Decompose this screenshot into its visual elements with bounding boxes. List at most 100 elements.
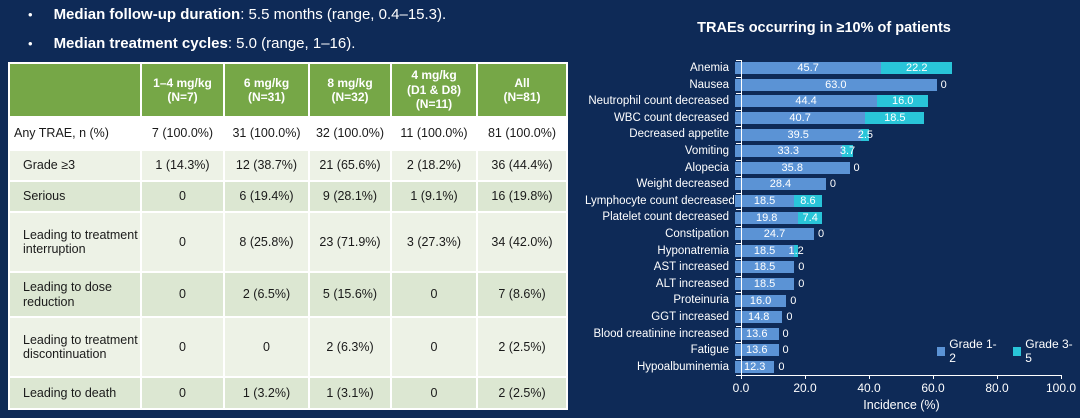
table-cell: 21 (65.6%) xyxy=(308,149,392,182)
table-header-cell: 8 mg/kg (N=32) xyxy=(308,62,392,118)
table-header-cell: 6 mg/kg (N=31) xyxy=(223,62,310,118)
bar-grade12-segment xyxy=(735,244,795,257)
bar-track: 18.5 0 xyxy=(735,259,1063,276)
bar-value-label-grade12: 13.6 xyxy=(746,327,768,340)
bar-value-label-grade12: 12.3 xyxy=(743,360,766,373)
bar-grade12-segment xyxy=(735,112,866,125)
bar-grade12-segment xyxy=(735,294,787,307)
bar-value-label-grade35: 16.0 xyxy=(891,95,914,108)
trae-bar-chart: TRAEs occurring in ≥10% of patients Anem… xyxy=(585,20,1076,416)
bar-value-label-grade12: 35.8 xyxy=(781,161,803,174)
bar-value-label-grade12: 13.6 xyxy=(746,344,768,357)
chart-row: Constipation 24.7 0 xyxy=(585,226,1063,243)
bar-grade35-segment xyxy=(798,211,823,224)
table-row: Serious 0 6 (19.4%) 9 (28.1%) 1 (9.1%) 16 (19… xyxy=(8,180,568,213)
chart-category-label: AST increased xyxy=(653,261,729,274)
bar-grade12-segment xyxy=(735,261,795,274)
bar-grade12-segment xyxy=(735,195,795,208)
bullet-text: Median treatment cycles: 5.0 (range, 1–1… xyxy=(53,34,356,52)
bar-track: 24.7 0 xyxy=(735,226,1063,243)
table-header-cell: 4 mg/kg (D1 & D8) (N=11) xyxy=(390,62,478,118)
chart-category-label: GGT increased xyxy=(651,310,729,323)
chart-row: Proteinuria 16.0 0 xyxy=(585,292,1063,309)
x-axis-tick-label: 0.0 xyxy=(732,381,750,395)
table-cell: 81 (100.0%) xyxy=(476,116,568,151)
table-cell: 1 (3.1%) xyxy=(308,376,392,410)
bar-value-label-grade35: 1.2 xyxy=(788,244,804,257)
table-cell: 2 (2.5%) xyxy=(476,316,568,378)
table-row: Leading to treatment discontinuation 0 0 2 … xyxy=(8,316,568,378)
y-axis-tick xyxy=(736,325,741,327)
bar-value-label-grade35: 0 xyxy=(798,261,805,274)
bar-value-label-grade12: 40.7 xyxy=(789,112,811,125)
chart-category-label: Fatigue xyxy=(690,344,729,357)
bar-grade12-segment xyxy=(735,327,779,340)
table-cell: 0 xyxy=(390,316,478,378)
chart-category-label: Proteinuria xyxy=(673,294,729,307)
bar-grade12-segment xyxy=(735,95,878,108)
chart-row: Platelet count decreased 19.8 7.4 xyxy=(585,209,1063,226)
chart-row: WBC count decreased 40.7 18.5 xyxy=(585,110,1063,127)
bar-grade12-segment xyxy=(735,62,882,75)
bar-grade12-segment xyxy=(735,311,783,324)
chart-row: Hypoalbuminemia 12.3 0 xyxy=(585,359,1063,376)
bar-grade35-segment xyxy=(794,244,799,257)
bar-grade35-segment xyxy=(841,145,854,158)
table-cell: 2 (18.2%) xyxy=(390,149,478,182)
bar-track: 18.5 1.2 xyxy=(735,243,1063,260)
table-header-row: 1–4 mg/kg (N=7) 6 mg/kg (N=31) 8 mg/kg (N=… xyxy=(8,62,568,118)
y-axis-tick xyxy=(736,342,741,344)
chart-category-label: Platelet count decreased xyxy=(602,211,729,224)
table-cell: 7 (100.0%) xyxy=(140,116,225,151)
chart-row: Nausea 63.0 0 xyxy=(585,77,1063,94)
y-axis-line xyxy=(741,60,742,376)
bar-grade12-segment xyxy=(735,161,850,174)
x-axis-tick xyxy=(933,375,934,380)
y-axis-tick xyxy=(736,159,741,161)
chart-category-label: Anemia xyxy=(690,62,729,74)
table-cell: 6 (19.4%) xyxy=(223,180,310,213)
table-header-cell: All (N=81) xyxy=(476,62,568,118)
x-axis-tick xyxy=(805,375,806,380)
bar-value-label-grade35: 0 xyxy=(782,327,789,340)
chart-category-label: Hypoalbuminemia xyxy=(636,360,729,373)
table-cell: 0 xyxy=(390,271,478,318)
table-cell: 9 (28.1%) xyxy=(308,180,392,213)
y-axis-tick xyxy=(736,60,741,61)
bar-track: 35.8 0 xyxy=(735,160,1063,177)
chart-category-label: Lymphocyte count decreased xyxy=(585,194,735,207)
y-axis-tick xyxy=(736,109,741,111)
bar-track: 63.0 0 xyxy=(735,77,1063,94)
table-row-label: Any TRAE, n (%) xyxy=(8,116,142,151)
chart-category-label: WBC count decreased xyxy=(613,111,729,124)
table-row-label: Leading to treatment discontinuation xyxy=(8,316,142,378)
bar-value-label-grade35: 0 xyxy=(818,228,825,241)
x-axis-tick-label: 80.0 xyxy=(985,381,1009,395)
bar-track: 44.4 16.0 xyxy=(735,93,1063,110)
y-axis-tick xyxy=(736,226,741,227)
bar-value-label-grade12: 18.5 xyxy=(753,195,776,208)
table-cell: 0 xyxy=(140,316,225,378)
bar-value-label-grade35: 0 xyxy=(786,311,793,324)
table-cell: 0 xyxy=(223,316,310,378)
y-axis-tick xyxy=(736,292,741,294)
summary-bullet-list: • Median follow-up duration: 5.5 months … xyxy=(28,5,446,62)
table-cell: 0 xyxy=(140,180,225,213)
chart-row: Weight decreased 28.4 0 xyxy=(585,176,1063,193)
bar-value-label-grade12: 28.4 xyxy=(769,178,792,191)
table-row: Grade ≥3 1 (14.3%) 12 (38.7%) 21 (65.6%) 2 (… xyxy=(8,149,568,182)
bar-value-label-grade35: 7.4 xyxy=(802,211,818,224)
table-cell: 2 (6.3%) xyxy=(308,316,392,378)
legend-label: Grade 1-2 xyxy=(949,337,997,365)
bullet-treatment-cycles: • Median treatment cycles: 5.0 (range, 1… xyxy=(28,34,446,54)
table-cell: 8 (25.8%) xyxy=(223,211,310,273)
chart-row: Neutrophil count decreased 44.4 16.0 xyxy=(585,93,1063,110)
bar-grade12-segment xyxy=(735,360,775,373)
bar-value-label-grade12: 44.4 xyxy=(795,95,817,108)
x-axis-line xyxy=(741,375,1062,377)
chart-row: Fatigue 13.6 0 xyxy=(585,342,1063,359)
x-axis-tick-label: 20.0 xyxy=(793,381,817,395)
bar-track: 16.0 0 xyxy=(735,292,1063,309)
chart-category-label: Blood creatinine increased xyxy=(593,327,729,340)
x-axis-tick xyxy=(869,375,870,380)
